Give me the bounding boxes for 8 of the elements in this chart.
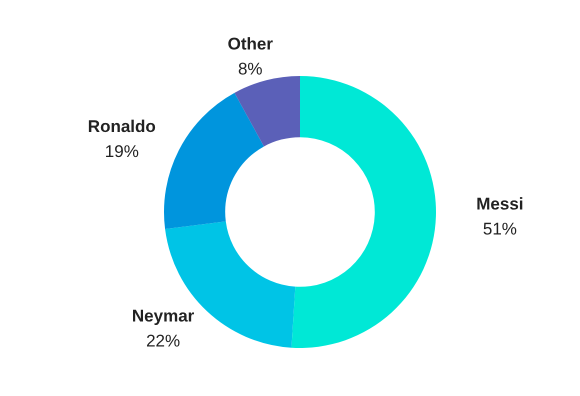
data-label: 19% (104, 142, 139, 162)
slice-label: Other (228, 34, 274, 54)
data-label: 8% (238, 60, 263, 79)
data-label: 51% (482, 220, 517, 239)
slice-label: Messi (476, 194, 524, 214)
data-label: 22% (146, 331, 180, 350)
slice-label: Neymar (132, 306, 195, 326)
slice-label: Ronaldo (88, 117, 156, 136)
